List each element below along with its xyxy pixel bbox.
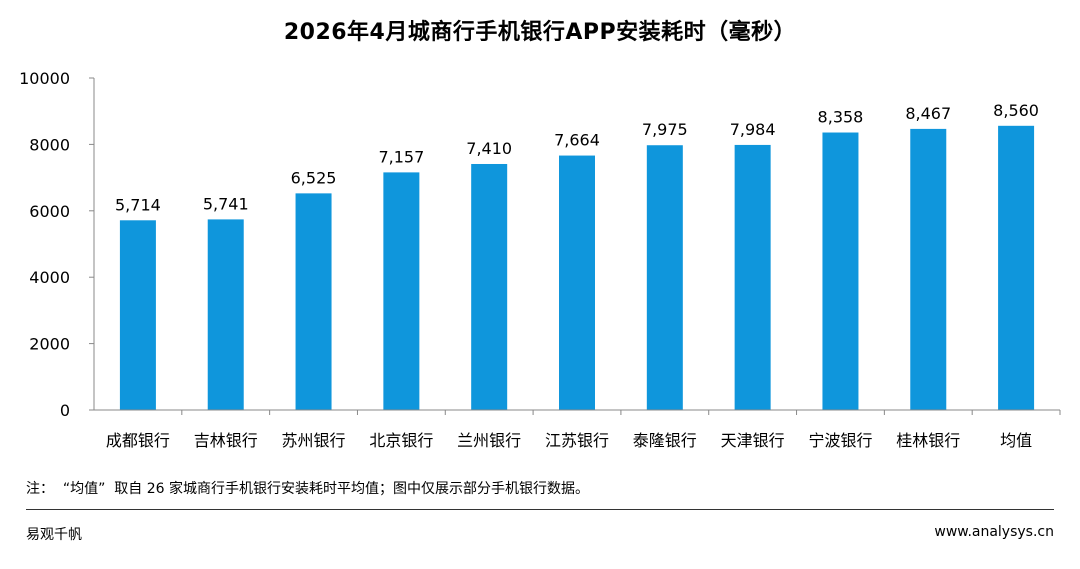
- footnote: 注： “均值” 取自 26 家城商行手机银行安装耗时平均值；图中仅展示部分手机银…: [26, 481, 590, 497]
- x-tick-label-4: 兰州银行: [457, 431, 521, 450]
- bar-8: [822, 132, 859, 410]
- y-tick-label: 0: [60, 401, 70, 420]
- footer-divider: [26, 509, 1054, 510]
- y-tick-label: 8000: [29, 135, 70, 154]
- data-label-9: 8,467: [905, 104, 951, 123]
- website-label: www.analysys.cn: [934, 524, 1054, 540]
- x-tick-label-0: 成都银行: [106, 431, 170, 450]
- bar-0: [119, 220, 156, 410]
- x-tick-label-5: 江苏银行: [545, 431, 609, 450]
- y-tick-label: 10000: [19, 69, 70, 88]
- y-tick-label: 2000: [29, 335, 70, 354]
- x-tick-label-10: 均值: [1000, 431, 1032, 450]
- data-label-0: 5,714: [115, 195, 161, 214]
- data-label-7: 7,984: [730, 120, 776, 139]
- x-tick-label-3: 北京银行: [369, 431, 433, 450]
- source-label: 易观千帆: [26, 527, 82, 543]
- bar-1: [207, 219, 244, 410]
- data-label-1: 5,741: [203, 194, 249, 213]
- x-axis-ticks: 成都银行 吉林银行 苏州银行 北京银行 兰州银行 江苏银行 泰隆银行 天津银行 宁波银行 桂林银行…: [106, 410, 1061, 450]
- y-axis-ticks: 0 2000 4000 6000 8000 10000: [19, 69, 94, 420]
- data-label-10: 8,560: [993, 101, 1039, 120]
- data-label-4: 7,410: [466, 139, 512, 158]
- bars-group: [119, 125, 1035, 411]
- bar-10: [998, 125, 1035, 411]
- bar-5: [559, 155, 595, 410]
- x-tick-label-2: 苏州银行: [282, 431, 346, 450]
- bar-2: [295, 193, 332, 410]
- bar-9: [910, 128, 947, 410]
- x-tick-label-6: 泰隆银行: [633, 431, 697, 450]
- y-tick-label: 6000: [29, 202, 70, 221]
- bar-6: [646, 145, 683, 411]
- bar-chart: 5,714 5,741 6,525 7,157 7,410 7,664 7,975 7,984…: [19, 69, 1061, 450]
- bar-4: [471, 163, 508, 410]
- bar-7: [734, 144, 771, 410]
- data-label-5: 7,664: [554, 131, 600, 150]
- y-tick-label: 4000: [29, 268, 70, 287]
- chart-title: 2026年4月城商行手机银行APP安装耗时（毫秒）: [283, 20, 797, 45]
- data-label-2: 6,525: [291, 168, 337, 187]
- data-label-3: 7,157: [378, 147, 424, 166]
- x-tick-label-9: 桂林银行: [896, 431, 960, 450]
- bar-3: [383, 172, 420, 410]
- data-labels-group: 5,714 5,741 6,525 7,157 7,410 7,664 7,975 7,984…: [115, 101, 1039, 214]
- data-label-8: 8,358: [818, 108, 864, 127]
- x-tick-label-7: 天津银行: [721, 431, 785, 450]
- x-tick-label-8: 宁波银行: [808, 431, 872, 450]
- data-label-6: 7,975: [642, 120, 688, 139]
- x-tick-label-1: 吉林银行: [194, 431, 258, 450]
